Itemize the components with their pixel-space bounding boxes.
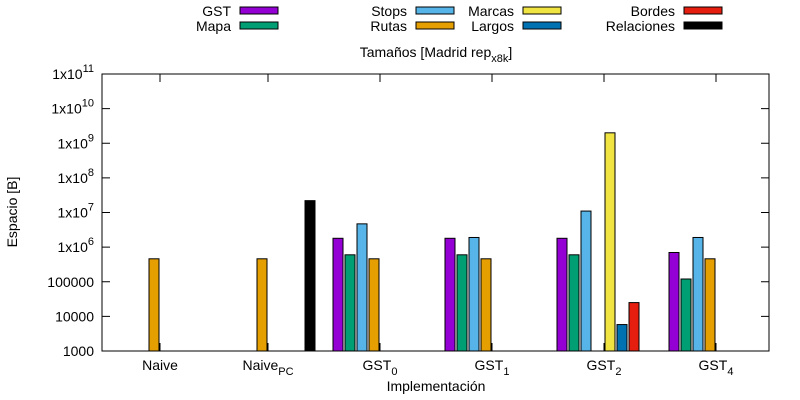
bar-gst-gst_2	[556, 237, 568, 352]
y-tick-label: 1000	[63, 343, 94, 359]
legend-label: Largos	[471, 18, 514, 34]
x-tick-label: GST0	[363, 357, 398, 378]
bar-rutas-gst_1	[480, 258, 492, 352]
legend-swatch	[239, 6, 279, 15]
bar-rutas-gst_0	[368, 258, 380, 352]
legend-swatch	[522, 6, 562, 15]
x-tick-label: GST2	[587, 357, 622, 378]
legend-label: Relaciones	[606, 18, 675, 34]
legend-swatch	[683, 6, 723, 15]
bar-stops-gst_1	[468, 236, 480, 352]
y-tick-label: 1x108	[58, 167, 94, 186]
legend-label: Mapa	[196, 18, 231, 34]
x-tick-label: Naive	[142, 357, 178, 373]
legend-label: GST	[202, 3, 231, 19]
bar-rutas-naive	[148, 258, 160, 352]
y-tick-label: 100000	[47, 274, 94, 290]
x-tick-label: GST1	[475, 357, 510, 378]
bar-stops-gst_4	[692, 236, 704, 352]
bar-mapa-gst_0	[344, 254, 356, 352]
chart-title: Tamaños [Madrid repx8k]	[360, 44, 513, 65]
bar-mapa-gst_2	[568, 254, 580, 352]
bar-stops-gst_0	[356, 223, 368, 352]
bar-gst-gst_0	[332, 237, 344, 352]
legend-swatch	[415, 21, 455, 30]
legend-label: Bordes	[631, 3, 675, 19]
bar-mapa-gst_1	[456, 254, 468, 352]
y-tick-label: 1x1011	[52, 63, 94, 82]
plot-frame	[101, 73, 770, 352]
bar-rutas-naive_pc	[256, 258, 268, 352]
bar-bordes-gst_2	[628, 302, 640, 352]
legend-swatch	[522, 21, 562, 30]
y-tick-label: 1x109	[58, 132, 94, 151]
y-tick-label: 1x107	[58, 202, 94, 221]
legend-label: Stops	[371, 3, 407, 19]
x-tick-label: GST4	[699, 357, 734, 378]
legend-swatch	[415, 6, 455, 15]
x-tick-label: NaivePC	[242, 357, 293, 378]
bar-gst-gst_4	[668, 251, 680, 352]
y-axis-label: Espacio [B]	[4, 177, 20, 248]
legend-label: Marcas	[468, 3, 514, 19]
legend-swatch	[683, 21, 723, 30]
bar-relaciones-naive_pc	[304, 200, 316, 352]
bar-marcas-gst_2	[604, 132, 616, 352]
bar-stops-gst_2	[580, 210, 592, 352]
y-tick-label: 10000	[55, 308, 94, 324]
x-axis: Naive NaivePC GST0 GST1 GST2 GST4	[142, 74, 733, 378]
bar-mapa-gst_4	[680, 278, 692, 352]
y-tick-label: 1x1010	[51, 98, 94, 117]
y-tick-label: 1x106	[58, 236, 94, 255]
bars	[148, 132, 716, 352]
x-axis-label: Implementación	[387, 378, 486, 394]
legend-label: Rutas	[370, 18, 407, 34]
bar-largos-gst_2	[616, 324, 628, 352]
bar-gst-gst_1	[444, 237, 456, 352]
legend-swatch	[239, 21, 279, 30]
bar-rutas-gst_4	[704, 258, 716, 352]
